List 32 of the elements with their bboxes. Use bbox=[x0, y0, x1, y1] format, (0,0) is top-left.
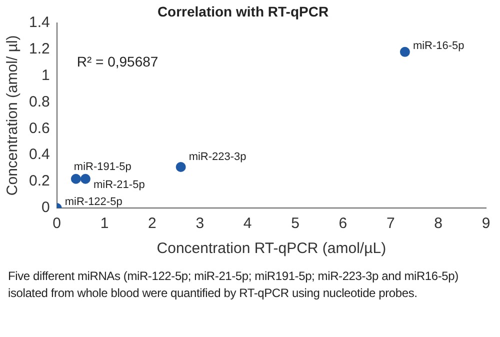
y-tick-label: 0.4 bbox=[28, 146, 50, 164]
x-tick-label: 1 bbox=[100, 215, 109, 232]
y-tick-label: 1 bbox=[42, 66, 50, 84]
y-axis-title: Concentration (amol/ µl) bbox=[4, 35, 22, 196]
annotation: miR-191-5p bbox=[74, 160, 132, 173]
point bbox=[400, 46, 410, 57]
annotation: R² = 0,95687 bbox=[76, 54, 158, 70]
x-tick-label: 4 bbox=[243, 215, 252, 232]
point bbox=[176, 162, 186, 172]
chart-title: Correlation with RT-qPCR bbox=[157, 3, 329, 20]
x-tick-label: 9 bbox=[482, 215, 490, 232]
x-tick-label: 7 bbox=[386, 215, 395, 232]
annotation: miR-16-5p bbox=[412, 40, 464, 52]
y-tick-label: 1.4 bbox=[28, 14, 50, 31]
x-tick-label: 2 bbox=[148, 215, 156, 232]
x-axis-title: Concentration RT-qPCR (amol/µL) bbox=[156, 240, 386, 258]
x-tick-label: 3 bbox=[196, 215, 204, 232]
annotation: miR-223-3p bbox=[188, 151, 246, 164]
x-tick-label: 6 bbox=[338, 215, 348, 232]
annotation: miR-122-5p bbox=[64, 196, 122, 208]
x-tick-label: 5 bbox=[291, 215, 300, 232]
y-tick-label: 0.8 bbox=[28, 93, 50, 110]
point bbox=[80, 174, 90, 184]
y-tick-label: 0 bbox=[42, 199, 50, 216]
x-tick-label: 8 bbox=[434, 215, 442, 232]
point bbox=[70, 174, 81, 184]
annotation: miR-21-5p bbox=[93, 178, 145, 191]
y-tick-label: 0.6 bbox=[28, 120, 50, 137]
x-tick-label: 0 bbox=[52, 215, 62, 232]
y-tick-label: 1.2 bbox=[28, 40, 50, 58]
text: Five different miRNAs (miR-122-5p; miR-21-5p; miR191-5p; miR-223-3p and miR16-5p) isolated from whole blood were quantified by RT-qPCR using nucleotide probes. bbox=[8, 268, 460, 302]
y-tick-label: 0.2 bbox=[28, 172, 50, 190]
